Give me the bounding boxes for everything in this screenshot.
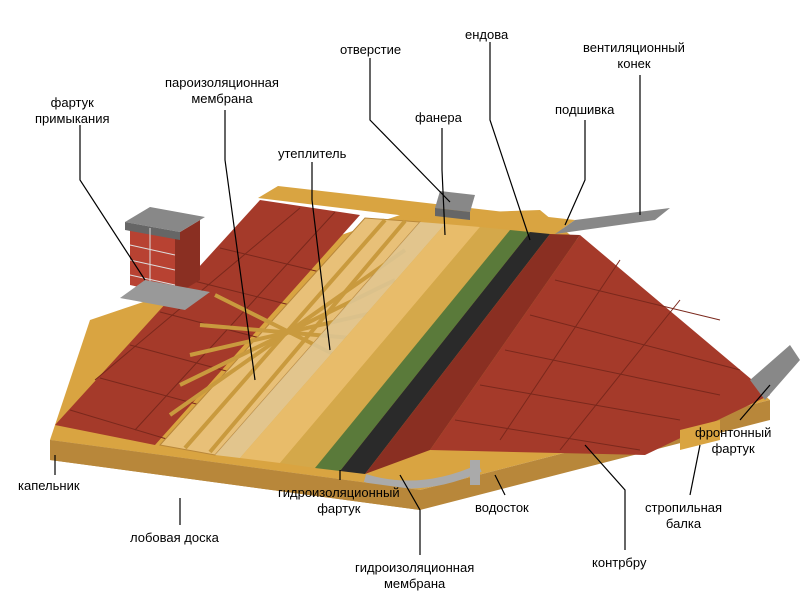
label-lobovaya: лобовая доска <box>130 530 219 546</box>
chimney <box>125 207 205 295</box>
label-paroizol: пароизоляционная мембрана <box>165 75 279 106</box>
label-uteplitel: утеплитель <box>278 146 346 162</box>
label-fartuk-primykaniya: фартук примыкания <box>35 95 110 126</box>
label-kontrbrus: контрбру <box>592 555 646 571</box>
label-vent-konek: вентиляционный конек <box>583 40 685 71</box>
label-kapelnik: капельник <box>18 478 80 494</box>
label-strop-balka: стропильная балка <box>645 500 722 531</box>
label-podshivka: подшивка <box>555 102 614 118</box>
label-gidro-membrana: гидроизоляционная мембрана <box>355 560 474 591</box>
label-otverstie: отверстие <box>340 42 401 58</box>
label-gidro-fartuk: гидроизоляционный фартук <box>278 485 400 516</box>
label-fanera: фанера <box>415 110 462 126</box>
label-endova: ендова <box>465 27 508 43</box>
label-vodostok: водосток <box>475 500 529 516</box>
label-front-fartuk: фронтонный фартук <box>695 425 771 456</box>
